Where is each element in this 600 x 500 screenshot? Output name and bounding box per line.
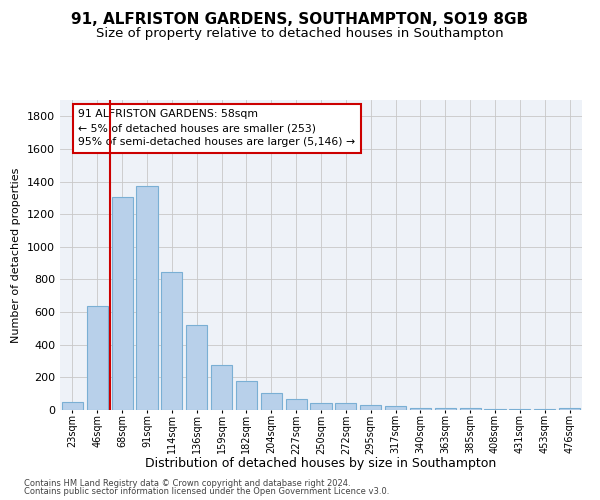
Bar <box>435 408 456 410</box>
Bar <box>286 400 307 410</box>
Text: Contains public sector information licensed under the Open Government Licence v3: Contains public sector information licen… <box>24 487 389 496</box>
Bar <box>310 404 332 410</box>
Bar <box>410 408 431 410</box>
Text: Size of property relative to detached houses in Southampton: Size of property relative to detached ho… <box>96 28 504 40</box>
Bar <box>161 272 182 410</box>
Bar <box>211 365 232 410</box>
Bar <box>385 406 406 410</box>
Bar <box>534 409 555 410</box>
Bar <box>236 382 257 410</box>
Bar <box>186 325 207 410</box>
Text: Contains HM Land Registry data © Crown copyright and database right 2024.: Contains HM Land Registry data © Crown c… <box>24 478 350 488</box>
Bar <box>335 404 356 410</box>
Text: Distribution of detached houses by size in Southampton: Distribution of detached houses by size … <box>145 458 497 470</box>
Bar <box>62 402 83 410</box>
Bar <box>559 408 580 410</box>
Text: 91, ALFRISTON GARDENS, SOUTHAMPTON, SO19 8GB: 91, ALFRISTON GARDENS, SOUTHAMPTON, SO19… <box>71 12 529 28</box>
Bar <box>136 186 158 410</box>
Bar <box>87 306 108 410</box>
Y-axis label: Number of detached properties: Number of detached properties <box>11 168 22 342</box>
Bar <box>261 393 282 410</box>
Text: 91 ALFRISTON GARDENS: 58sqm
← 5% of detached houses are smaller (253)
95% of sem: 91 ALFRISTON GARDENS: 58sqm ← 5% of deta… <box>78 110 355 148</box>
Bar <box>360 405 381 410</box>
Bar <box>484 409 506 410</box>
Bar <box>509 409 530 410</box>
Bar <box>112 197 133 410</box>
Bar <box>460 408 481 410</box>
